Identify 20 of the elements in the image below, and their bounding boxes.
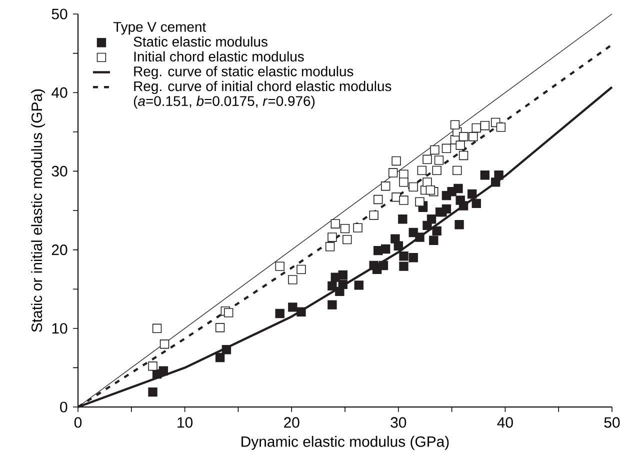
y-tick-label: 0 bbox=[60, 402, 68, 412]
legend-label: Static elastic modulus bbox=[134, 36, 268, 47]
y-tick-label: 30 bbox=[52, 166, 68, 176]
x-tick-label: 0 bbox=[74, 417, 82, 428]
x-axis-title: Dynamic elastic modulus (GPa) bbox=[242, 436, 449, 450]
y-tick-label: 10 bbox=[52, 323, 68, 334]
y-axis-title: Static or initial elastic modulus (GPa) bbox=[31, 89, 46, 332]
annotation: (a=0.151, b=0.0175, r=0.976) bbox=[134, 96, 315, 109]
x-tick-label: 50 bbox=[604, 417, 620, 428]
x-tick-label: 30 bbox=[390, 417, 406, 428]
legend-label: Reg. curve of static elastic modulus bbox=[134, 66, 354, 80]
x-tick-label: 10 bbox=[178, 417, 193, 428]
y-tick-label: 40 bbox=[52, 87, 68, 98]
x-tick-label: 20 bbox=[284, 417, 300, 428]
legend-title: Type V cement bbox=[113, 22, 206, 35]
legend-label: Initial chord elastic modulus bbox=[134, 51, 304, 62]
legend-label: Reg. curve of initial chord elastic modulus bbox=[134, 80, 392, 94]
y-tick-label: 20 bbox=[52, 244, 68, 256]
y-tick-label: 50 bbox=[52, 8, 68, 20]
x-tick-label: 40 bbox=[497, 417, 513, 428]
